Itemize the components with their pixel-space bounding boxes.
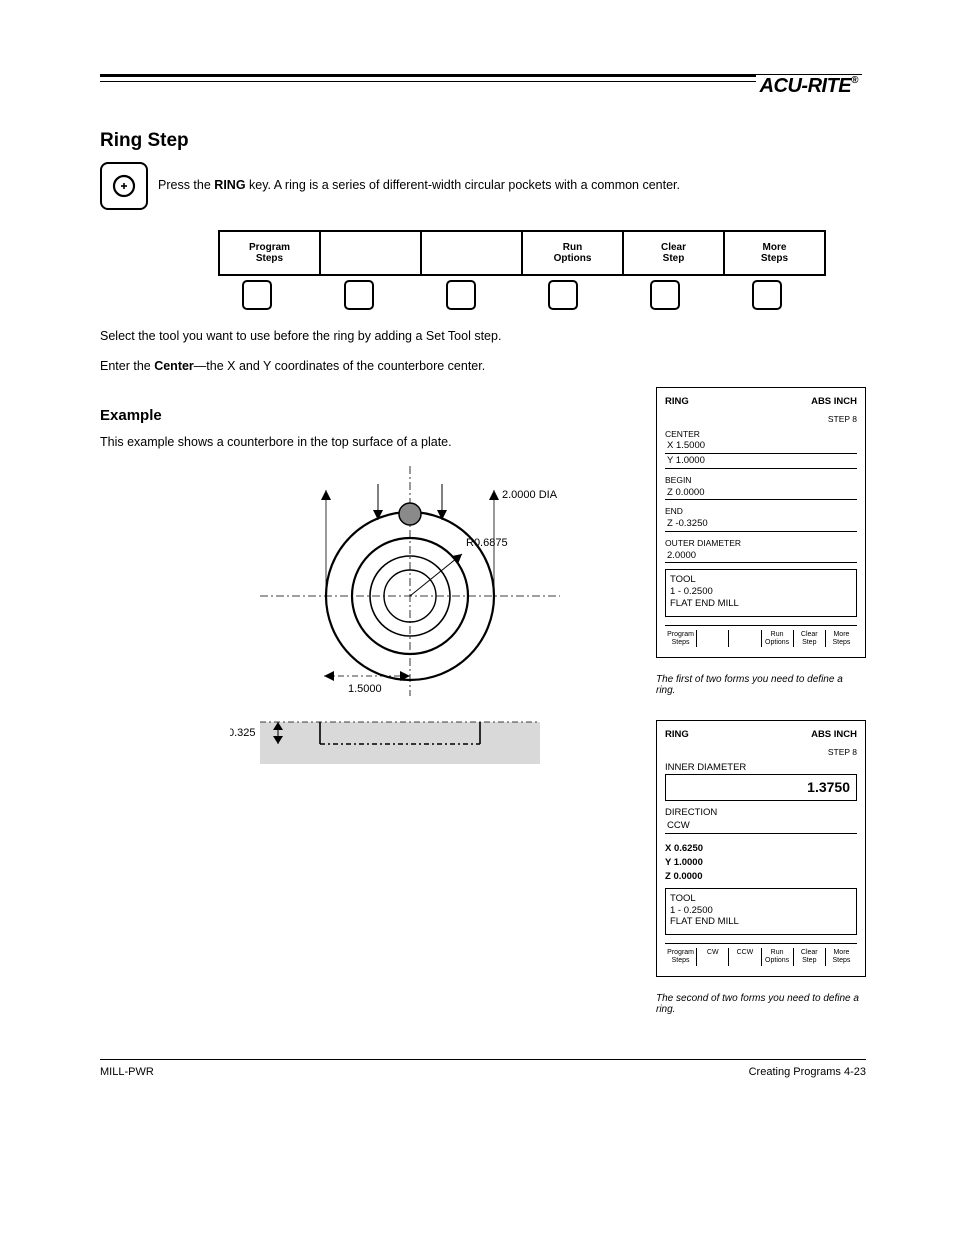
brand-symbol: ® [851, 75, 858, 86]
body-p2: Enter the Center—the X and Y coordinates… [100, 358, 866, 376]
dro2-sk-3[interactable]: Run Options [762, 948, 794, 965]
dro-panel-2: RING ABS INCH STEP 8 INNER DIAMETER 1.37… [656, 720, 866, 976]
dro2-caption: The second of two forms you need to defi… [656, 993, 861, 1015]
dro1-softkeys: Program Steps Run Options Clear Step Mor… [665, 625, 857, 647]
callout-depth: 0.325 [230, 727, 256, 739]
dro2-tool: TOOL 1 - 0.2500 FLAT END MILL [665, 888, 857, 936]
footer: MILL-PWR Creating Programs 4-23 [100, 1059, 866, 1078]
dro1-sk-0[interactable]: Program Steps [665, 630, 697, 647]
dro2-sk-4[interactable]: Clear Step [794, 948, 826, 965]
softkey-clear-step[interactable]: Clear Step [624, 232, 725, 274]
dro1-step: STEP 8 [665, 414, 857, 425]
ring-diagram: R0.6875 2.0000 DIA 1.5000 [230, 466, 610, 799]
example-right: RING ABS INCH STEP 8 CENTER X 1.5000 Y 1… [656, 387, 866, 1015]
dro2-sk-1[interactable]: CW [697, 948, 729, 965]
softkey-run-options[interactable]: Run Options [523, 232, 624, 274]
dro1-sk-3[interactable]: Run Options [762, 630, 794, 647]
dro1-sk-2[interactable] [729, 630, 761, 647]
softkey-more-steps[interactable]: More Steps [725, 232, 824, 274]
intro-row: Press the RING key. A ring is a series o… [100, 162, 866, 210]
hardkey-6[interactable] [752, 280, 782, 310]
hardkey-2[interactable] [344, 280, 374, 310]
example-left: Example This example shows a counterbore… [100, 387, 626, 809]
callout-radius: R0.6875 [466, 537, 508, 549]
example-heading-block: Example This example shows a counterbore… [100, 407, 626, 452]
example-text: This example shows a counterbore in the … [100, 434, 626, 452]
dro1-outer: OUTER DIAMETER 2.0000 [665, 538, 857, 564]
dro2-header: RING ABS INCH [665, 729, 857, 741]
dro2-softkeys: Program Steps CW CCW Run Options Clear S… [665, 943, 857, 965]
dro2-sk-0[interactable]: Program Steps [665, 948, 697, 965]
hardkey-4[interactable] [548, 280, 578, 310]
dro2-dir-label: DIRECTION [665, 807, 857, 819]
dro1-caption: The first of two forms you need to defin… [656, 674, 861, 696]
dro2-sk-2[interactable]: CCW [729, 948, 761, 965]
intro-text: Press the RING key. A ring is a series o… [158, 177, 680, 195]
dro2-step: STEP 8 [665, 747, 857, 758]
dro1-begin: BEGIN Z 0.0000 [665, 475, 857, 501]
dro1-end: END Z -0.3250 [665, 506, 857, 532]
ring-glyph-icon [111, 173, 137, 199]
section-title: Ring Step [100, 130, 866, 152]
softkey-strip: Program Steps Run Options Clear Step Mor… [218, 230, 826, 276]
dro-panel-1: RING ABS INCH STEP 8 CENTER X 1.5000 Y 1… [656, 387, 866, 658]
body-p1: Select the tool you want to use before t… [100, 328, 866, 346]
ring-key-icon[interactable] [100, 162, 148, 210]
dro2-dir-val: CCW [665, 819, 857, 834]
softkey-program-steps[interactable]: Program Steps [220, 232, 321, 274]
dro1-sk-5[interactable]: More Steps [826, 630, 857, 647]
dro1-center: CENTER X 1.5000 Y 1.0000 [665, 429, 857, 469]
softkey-blank-2[interactable] [422, 232, 523, 274]
hardkey-row [242, 280, 866, 310]
softkey-blank-1[interactable] [321, 232, 422, 274]
dro1-sk-4[interactable]: Clear Step [794, 630, 826, 647]
header-rule: ACU-RITE® [100, 74, 862, 82]
footer-right: Creating Programs 4-23 [749, 1066, 866, 1078]
brand-mark: ACU-RITE® [756, 75, 862, 98]
dro1-tool: TOOL 1 - 0.2500 FLAT END MILL [665, 569, 857, 617]
footer-left: MILL-PWR [100, 1066, 154, 1078]
brand-text: ACU-RITE [760, 75, 852, 97]
dro2-pos: X 0.6250 Y 1.0000 Z 0.0000 [665, 842, 857, 884]
dro2-inner-label: INNER DIAMETER [665, 762, 857, 774]
dro2-sk-5[interactable]: More Steps [826, 948, 857, 965]
hardkey-1[interactable] [242, 280, 272, 310]
dro2-inner-val: 1.3750 [665, 774, 857, 802]
hardkey-5[interactable] [650, 280, 680, 310]
dro1-sk-1[interactable] [697, 630, 729, 647]
example-two-col: Example This example shows a counterbore… [100, 387, 866, 1015]
page: ACU-RITE® Ring Step Press the RING key. … [0, 0, 954, 1235]
dro1-header: RING ABS INCH [665, 396, 857, 408]
example-heading: Example [100, 407, 626, 424]
callout-outer-dia: 2.0000 DIA [502, 489, 558, 501]
body-paragraphs: Select the tool you want to use before t… [100, 328, 866, 375]
callout-bottom: 1.5000 [348, 683, 382, 695]
hardkey-3[interactable] [446, 280, 476, 310]
